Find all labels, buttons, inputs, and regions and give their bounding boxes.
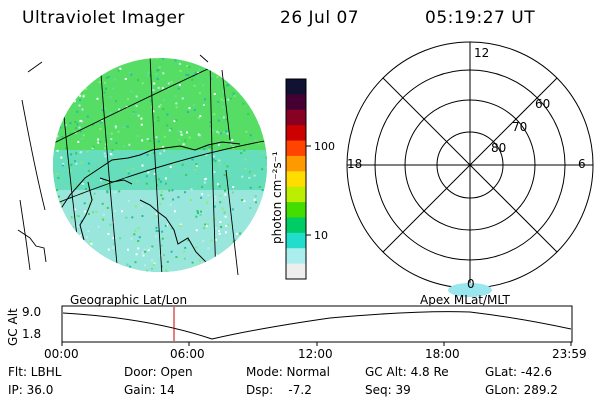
colorbar-cell — [286, 263, 306, 280]
orbit-ytick-low: 1.8 — [22, 327, 42, 341]
auroral-image — [17, 54, 267, 276]
colorbar-cell — [286, 94, 306, 111]
mlt-label-0: 0 — [467, 277, 475, 291]
geographic-label: Geographic Lat/Lon — [70, 293, 188, 307]
polar-auroral-patch — [448, 283, 492, 297]
gain-value: Gain: 14 — [124, 383, 175, 397]
mlt-label-18: 18 — [347, 157, 363, 171]
colorbar-cell — [286, 109, 306, 126]
geo-longitude: GLon: 289.2 — [485, 383, 558, 397]
colorbar-cell — [286, 140, 306, 157]
lat-label-60: 60 — [535, 97, 551, 111]
colorbar-cell — [286, 155, 306, 172]
orbit-xtick-0: 00:00 — [44, 347, 79, 361]
lat-label-70: 70 — [512, 120, 528, 134]
orbit-ytick-high: 9.0 — [22, 305, 42, 319]
colorbar-cell — [286, 232, 306, 249]
orbit-xtick-1: 06:00 — [170, 347, 205, 361]
orbit-ylabel: GC Alt — [6, 308, 20, 346]
geo-latitude: GLat: -42.6 — [485, 365, 552, 379]
door-status: Door: Open — [124, 365, 193, 379]
colorbar-cell — [286, 171, 306, 188]
flt-filter: Flt: LBHL — [8, 365, 62, 379]
colorbar-tick-10: 10 — [314, 229, 328, 242]
colorbar-cell — [286, 186, 306, 203]
orbit-xtick-3: 18:00 — [425, 347, 460, 361]
gc-altitude: GC Alt: 4.8 Re — [365, 365, 449, 379]
lat-label-80: 80 — [491, 141, 507, 155]
date-label: 26 Jul 07 — [280, 8, 360, 28]
apex-label: Apex MLat/MLT — [420, 293, 510, 307]
colorbar-cell — [286, 217, 306, 234]
time-label: 05:19:27 UT — [425, 8, 536, 28]
colorbar-cell — [286, 79, 306, 95]
orbit-xtick-4: 23:59 — [552, 347, 587, 361]
mode-status: Mode: Normal — [246, 365, 330, 379]
mlt-label-12: 12 — [474, 46, 490, 60]
colorbar — [285, 78, 311, 280]
orbit-xtick-2: 12:00 — [298, 347, 333, 361]
colorbar-tick-100: 100 — [314, 140, 335, 153]
sequence-number: Seq: 39 — [365, 383, 411, 397]
colorbar-cell — [286, 202, 306, 218]
polar-plot — [346, 41, 594, 289]
dsp-value: Dsp: -7.2 — [246, 383, 312, 397]
ip-value: IP: 36.0 — [8, 383, 54, 397]
mlt-label-6: 6 — [578, 157, 586, 171]
colorbar-cell — [286, 125, 306, 142]
colorbar-cell — [286, 248, 306, 265]
instrument-title: Ultraviolet Imager — [22, 8, 185, 28]
colorbar-unit-label: photon cm⁻²s⁻¹ — [270, 151, 284, 244]
orbit-panel — [61, 305, 573, 346]
